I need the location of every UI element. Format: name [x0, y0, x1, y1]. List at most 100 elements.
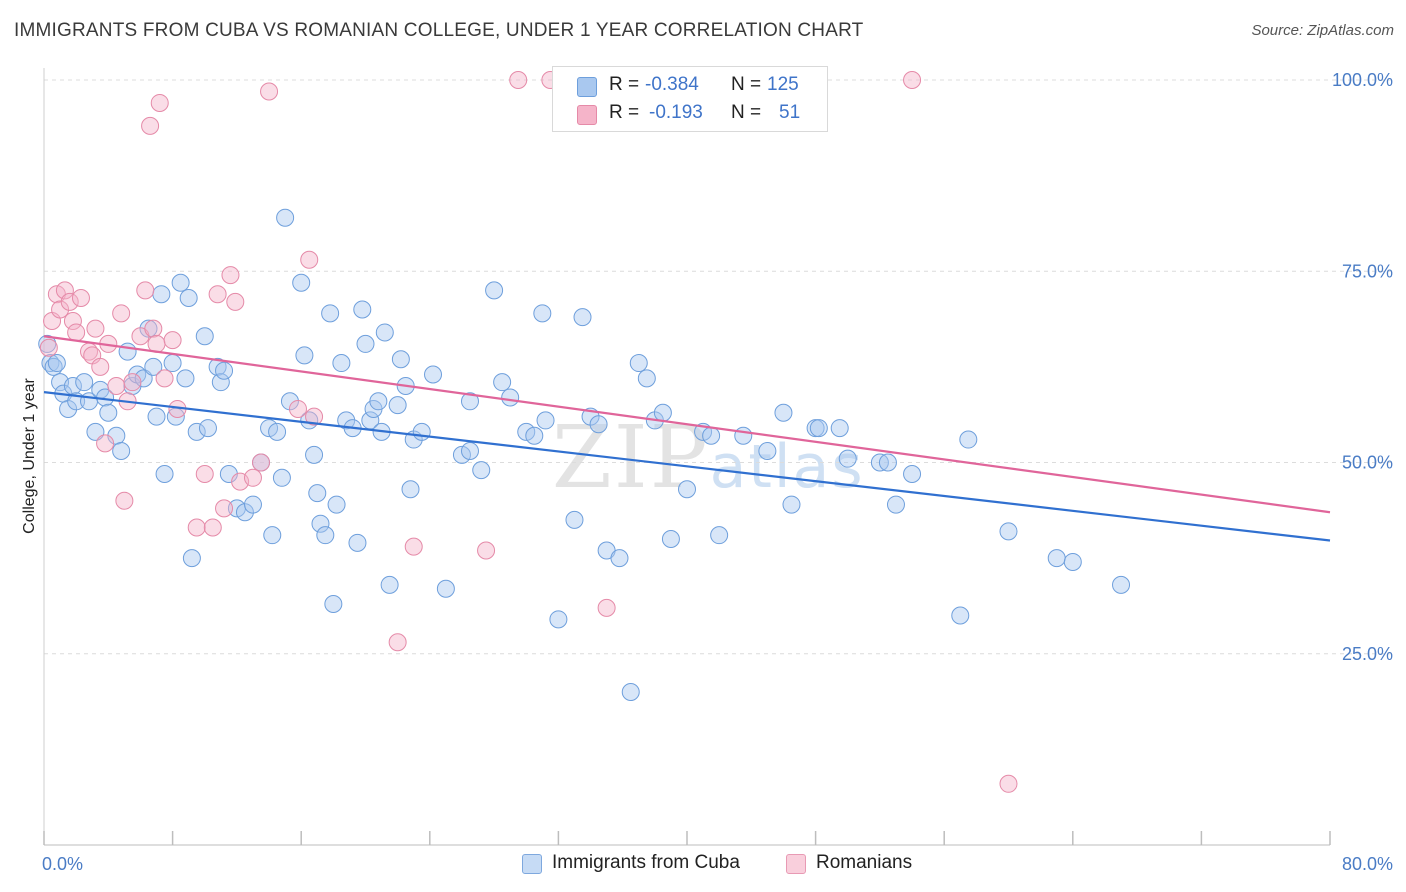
data-point [182, 549, 201, 568]
data-point [136, 281, 155, 300]
data-point [404, 537, 423, 556]
data-point [215, 361, 234, 380]
data-point [356, 334, 375, 353]
data-point [472, 461, 491, 480]
data-point [134, 369, 153, 388]
data-point [123, 373, 142, 392]
data-point [391, 350, 410, 369]
trend-line [43, 391, 1331, 542]
data-point [141, 116, 160, 135]
data-point [208, 285, 227, 304]
data-point [774, 403, 793, 422]
data-point [96, 434, 115, 453]
data-point [211, 373, 230, 392]
data-point [51, 300, 70, 319]
data-point [589, 415, 608, 434]
data-point [710, 526, 729, 545]
axes [43, 68, 1331, 846]
data-point [1112, 575, 1131, 594]
data-point [155, 464, 174, 483]
legend-swatch-cuba [577, 77, 597, 97]
watermark-atlas: atlas [709, 432, 865, 502]
data-point [324, 595, 343, 614]
data-point [144, 357, 163, 376]
stats-legend: R = -0.384 N = 125 R = -0.193 N = 51 [552, 66, 828, 132]
data-point [260, 82, 279, 101]
data-point [144, 319, 163, 338]
series-swatch-romanians [786, 854, 806, 874]
data-point [353, 300, 372, 319]
series-swatch-cuba [522, 854, 542, 874]
data-point [115, 491, 134, 510]
data-point [187, 518, 206, 537]
data-point [327, 495, 346, 514]
series-label-cuba: Immigrants from Cuba [552, 852, 740, 873]
y-tick-label: 100.0% [1332, 70, 1393, 90]
data-point [39, 338, 58, 357]
data-points [38, 71, 1131, 793]
data-point [150, 93, 169, 112]
data-point [75, 373, 94, 392]
data-point [332, 354, 351, 373]
data-point [959, 430, 978, 449]
trend-lines [43, 335, 1331, 542]
data-point [226, 292, 245, 311]
data-point [501, 388, 520, 407]
data-point [187, 422, 206, 441]
data-point [424, 365, 443, 384]
legend-r-label: R = [609, 74, 640, 95]
data-point [637, 369, 656, 388]
chart-title: IMMIGRANTS FROM CUBA VS ROMANIAN COLLEGE… [14, 20, 864, 41]
data-point [112, 304, 131, 323]
data-point [243, 495, 262, 514]
data-point [477, 541, 496, 560]
data-point [91, 357, 110, 376]
data-point [758, 442, 777, 461]
series-legend: Immigrants from Cuba Romanians [0, 852, 1406, 878]
data-point [838, 449, 857, 468]
watermark-zip: ZIP [552, 408, 710, 508]
watermark: ZIPatlas [552, 408, 865, 508]
data-point [999, 522, 1018, 541]
source-credit: Source: ZipAtlas.com [1251, 22, 1394, 39]
legend-n-label: N = [731, 74, 762, 95]
legend-n-label: N = [731, 102, 762, 123]
data-point [388, 633, 407, 652]
data-point [999, 774, 1018, 793]
data-point [460, 442, 479, 461]
data-point [155, 369, 174, 388]
data-point [460, 392, 479, 411]
data-point [436, 579, 455, 598]
data-point [375, 323, 394, 342]
data-point [118, 342, 137, 361]
data-point [163, 331, 182, 350]
data-point [86, 422, 105, 441]
data-point [337, 411, 356, 430]
data-point [308, 484, 327, 503]
data-point [71, 289, 90, 308]
data-point [272, 468, 291, 487]
data-point [221, 266, 240, 285]
data-point [55, 281, 74, 300]
data-point [369, 392, 388, 411]
data-point [702, 426, 721, 445]
data-point [99, 403, 118, 422]
legend-r-value: -0.384 [645, 74, 699, 95]
legend-n-value: 51 [779, 102, 801, 123]
grid-lines [44, 79, 1392, 655]
trend-line [43, 335, 1331, 514]
data-point [176, 369, 195, 388]
data-point [610, 549, 629, 568]
data-point [573, 308, 592, 327]
data-point [147, 407, 166, 426]
legend-swatch-romanians [577, 105, 597, 125]
data-point [305, 445, 324, 464]
data-point [112, 442, 131, 461]
x-tick-label: 80.0% [1342, 854, 1393, 874]
y-tick-label: 25.0% [1342, 644, 1393, 664]
data-point [288, 399, 307, 418]
data-point [782, 495, 801, 514]
legend-r-value: -0.193 [649, 102, 703, 123]
data-point [215, 499, 234, 518]
